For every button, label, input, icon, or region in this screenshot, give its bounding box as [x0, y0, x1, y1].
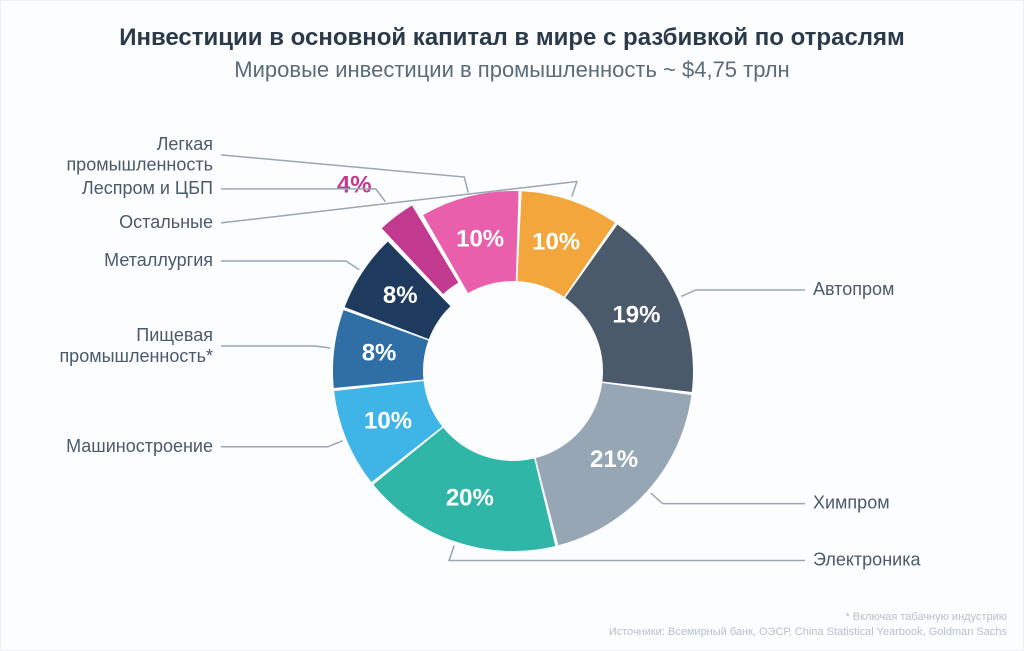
leader-4 [221, 346, 330, 348]
slice-pct-5: 8% [383, 282, 418, 309]
footnotes: * Включая табачную индустрию Источники: … [609, 610, 1007, 640]
slice-pct-2: 20% [446, 484, 494, 511]
chart-subtitle: Мировые инвестиции в промышленность ~ $4… [1, 57, 1023, 83]
footnote-asterisk: * Включая табачную индустрию [609, 610, 1007, 625]
slice-pct-3: 10% [364, 408, 412, 435]
donut-chart: 19% 21% 20% 10% 8% 8% 4% 10% 10% Автопром Химпром Э… [1, 91, 1024, 601]
slice-pct-6: 4% [337, 171, 372, 198]
slice-pct-8: 10% [532, 228, 580, 255]
slice-label-7: Легкаяпромышленность [66, 134, 213, 175]
leader-3 [221, 441, 343, 447]
slice-label-8: Остальные [119, 212, 213, 232]
slice-label-1: Химпром [813, 492, 890, 512]
leader-1 [651, 493, 805, 504]
leader-0 [681, 290, 805, 296]
footnote-sources: Источники: Всемирный банк, ОЭСР, China S… [609, 625, 1007, 640]
donut-svg: 19% 21% 20% 10% 8% 8% 4% 10% 10% Автопром Химпром Э… [1, 91, 1024, 601]
slice-label-0: Автопром [813, 279, 894, 299]
slice-label-5: Металлургия [104, 250, 213, 270]
title-block: Инвестиции в основной капитал в мире с р… [1, 23, 1023, 83]
slice-pct-0: 19% [612, 302, 660, 329]
page-root: Инвестиции в основной капитал в мире с р… [0, 0, 1024, 651]
leader-5 [221, 261, 359, 270]
chart-title: Инвестиции в основной капитал в мире с р… [1, 23, 1023, 53]
slice-label-2: Электроника [813, 549, 921, 569]
slice-label-3: Машиностроение [66, 436, 213, 456]
slice-pct-4: 8% [362, 339, 397, 366]
slice-label-6: Леспром и ЦБП [82, 178, 213, 198]
slice-pct-1: 21% [590, 446, 638, 473]
slice-label-4: Пищеваяпромышленность* [59, 325, 213, 366]
slice-pct-7: 10% [456, 225, 504, 252]
